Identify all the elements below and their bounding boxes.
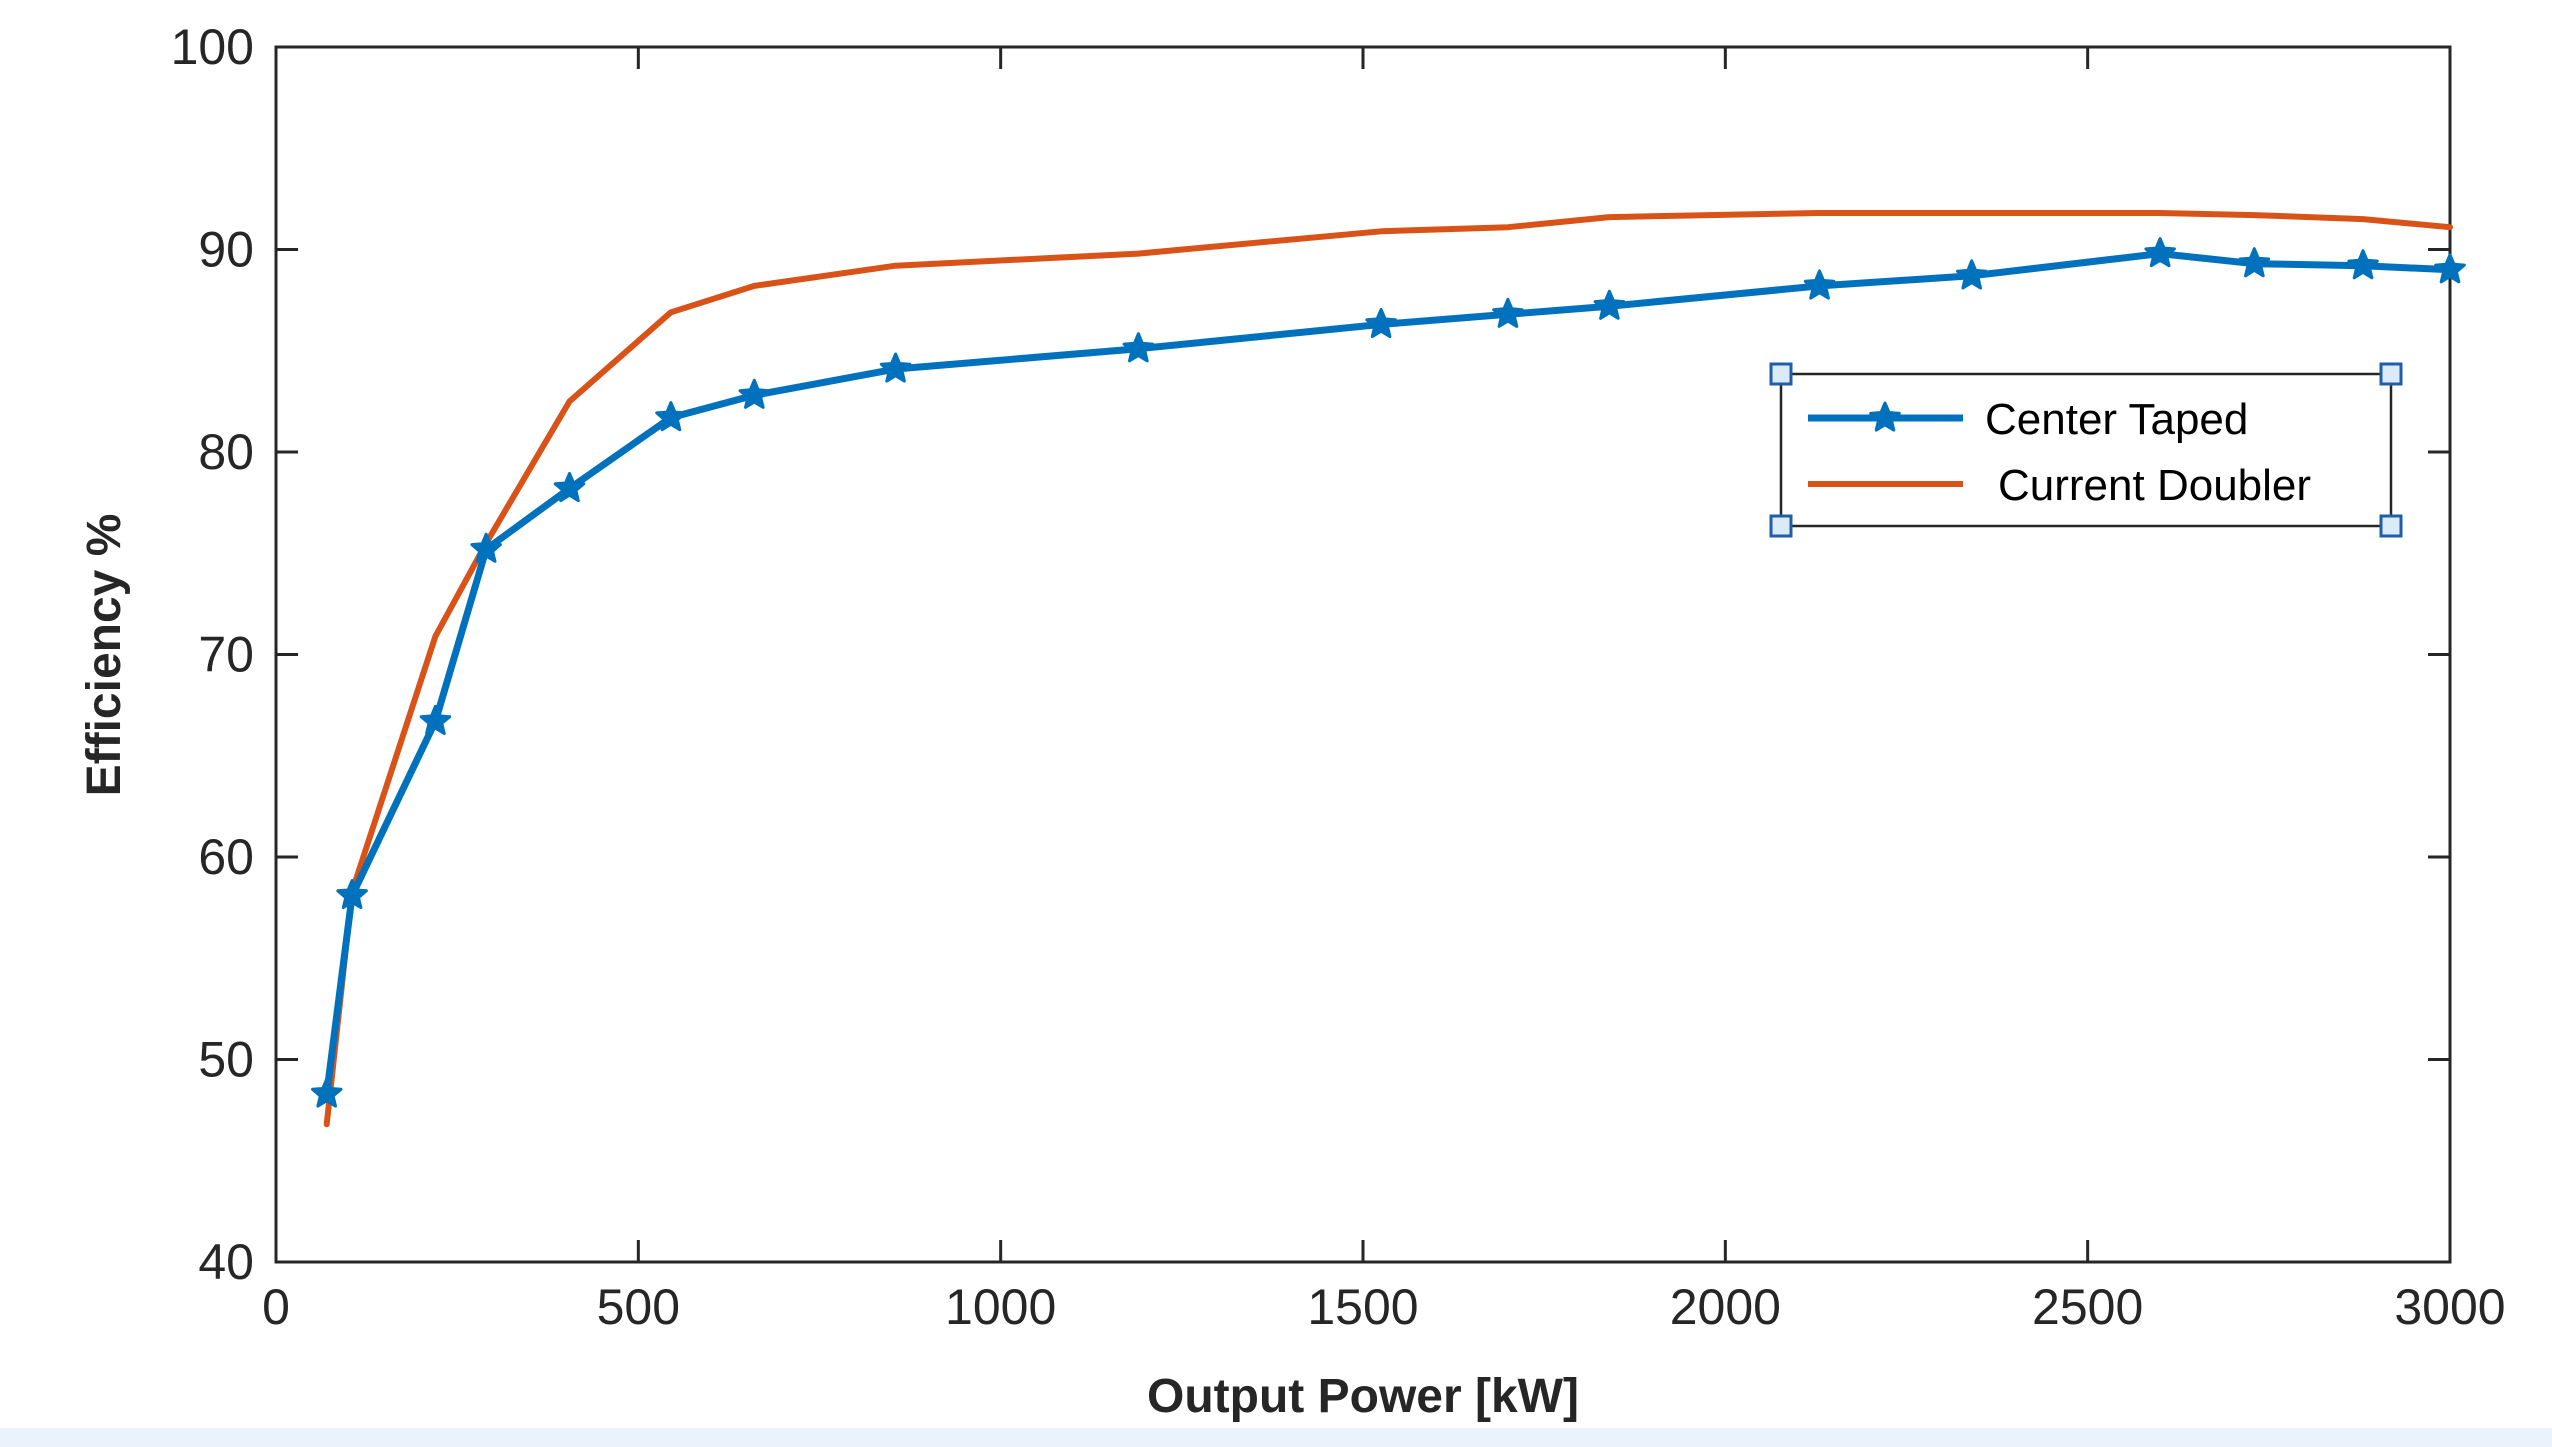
y-tick-label: 70 (198, 627, 254, 683)
y-axis-title: Efficiency % (78, 514, 131, 797)
legend-selection-handle[interactable] (2379, 514, 2403, 538)
data-point-center-taped (1803, 269, 1836, 300)
axis-tick-labels: 0 500 1000 1500 2000 2500 3000 40 50 60 70 80 90 100 (171, 19, 2506, 1335)
series-line-center-taped (323, 250, 2454, 1098)
x-tick-label: 1000 (945, 1279, 1056, 1335)
data-point-center-taped (419, 704, 452, 735)
x-tick-label: 0 (262, 1279, 290, 1335)
legend: Center Taped Current Doubler (1769, 362, 2403, 538)
y-tick-label: 40 (198, 1234, 254, 1290)
data-point-center-taped (553, 471, 586, 503)
legend-selection-handle[interactable] (2379, 362, 2403, 386)
legend-label-center-taped: Center Taped (1985, 395, 2248, 444)
x-tick-label: 2000 (1670, 1279, 1781, 1335)
data-point-center-taped (470, 532, 502, 563)
data-point-center-taped (336, 879, 368, 910)
x-tick-label: 2500 (2032, 1279, 2143, 1335)
legend-selection-handle[interactable] (1769, 362, 1793, 386)
legend-box (1779, 372, 2393, 528)
x-axis-title: Output Power [kW] (1147, 1370, 1579, 1423)
series-layer (311, 210, 2466, 1128)
axis-ticks (274, 45, 2452, 1264)
y-tick-label: 80 (198, 424, 254, 480)
data-point-center-taped (1492, 297, 1524, 328)
legend-label-current-doubler: Current Doubler (1998, 461, 2311, 510)
data-point-center-taped (2144, 237, 2176, 268)
data-point-center-taped (738, 378, 770, 409)
data-point-center-taped (1365, 307, 1397, 339)
data-point-center-taped (879, 352, 912, 383)
data-point-center-taped (1956, 259, 1988, 290)
data-point-center-taped (655, 401, 687, 432)
legend-selection-handle[interactable] (1769, 514, 1793, 538)
y-tick-label: 90 (198, 222, 254, 278)
plot-area-frame (274, 45, 2452, 1264)
bottom-border-strip (0, 1428, 2552, 1447)
y-tick-label: 100 (171, 19, 254, 75)
legend-marker-center-taped (1869, 401, 1901, 432)
data-point-center-taped (311, 1077, 343, 1108)
data-point-center-taped (2238, 247, 2271, 278)
y-tick-label: 50 (198, 1032, 254, 1088)
data-point-center-taped (2347, 249, 2379, 280)
data-point-center-taped (2434, 253, 2466, 284)
x-tick-label: 1500 (1307, 1279, 1418, 1335)
x-tick-label: 500 (597, 1279, 680, 1335)
data-point-center-taped (1122, 332, 1155, 363)
x-tick-label: 3000 (2394, 1279, 2505, 1335)
data-point-center-taped (1593, 289, 1626, 320)
legend-star-marker (1869, 401, 1901, 432)
y-tick-label: 60 (198, 829, 254, 885)
